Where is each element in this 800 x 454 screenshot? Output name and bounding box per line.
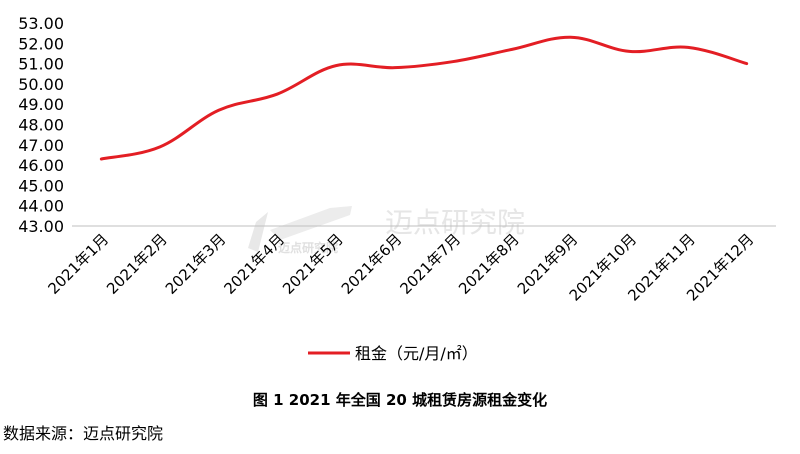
y-tick-label: 46.00 xyxy=(18,156,64,175)
y-tick-label: 43.00 xyxy=(18,217,64,236)
y-tick-label: 44.00 xyxy=(18,197,64,216)
legend-label: 租金（元/月/㎡） xyxy=(355,344,478,363)
watermark-small-text: 迈点研究院 xyxy=(278,240,338,255)
y-tick-label: 47.00 xyxy=(18,136,64,155)
x-tick-label: 2021年7月 xyxy=(396,230,464,298)
legend: 租金（元/月/㎡） xyxy=(308,344,478,363)
watermark: 迈点研究院 迈点研究院 xyxy=(248,206,525,255)
y-tick-label: 53.00 xyxy=(18,14,64,33)
data-source: 数据来源：迈点研究院 xyxy=(3,424,164,443)
x-tick-label: 2021年2月 xyxy=(103,230,171,298)
series-line xyxy=(99,35,749,161)
x-tick-label: 2021年3月 xyxy=(162,230,230,298)
y-tick-label: 52.00 xyxy=(18,34,64,53)
figure-caption: 图 1 2021 年全国 20 城租赁房源租金变化 xyxy=(252,391,548,409)
watermark-logo-icon xyxy=(248,212,268,252)
x-tick-label: 2021年6月 xyxy=(338,230,406,298)
y-tick-label: 45.00 xyxy=(18,176,64,195)
watermark-banner-icon xyxy=(270,206,352,240)
x-tick-label: 2021年1月 xyxy=(44,230,112,298)
watermark-text: 迈点研究院 xyxy=(385,206,525,239)
y-tick-label: 51.00 xyxy=(18,55,64,74)
y-tick-label: 50.00 xyxy=(18,75,64,94)
x-tick-label: 2021年8月 xyxy=(455,230,523,298)
y-tick-label: 48.00 xyxy=(18,116,64,135)
y-tick-label: 49.00 xyxy=(18,95,64,114)
series-group xyxy=(99,35,749,161)
